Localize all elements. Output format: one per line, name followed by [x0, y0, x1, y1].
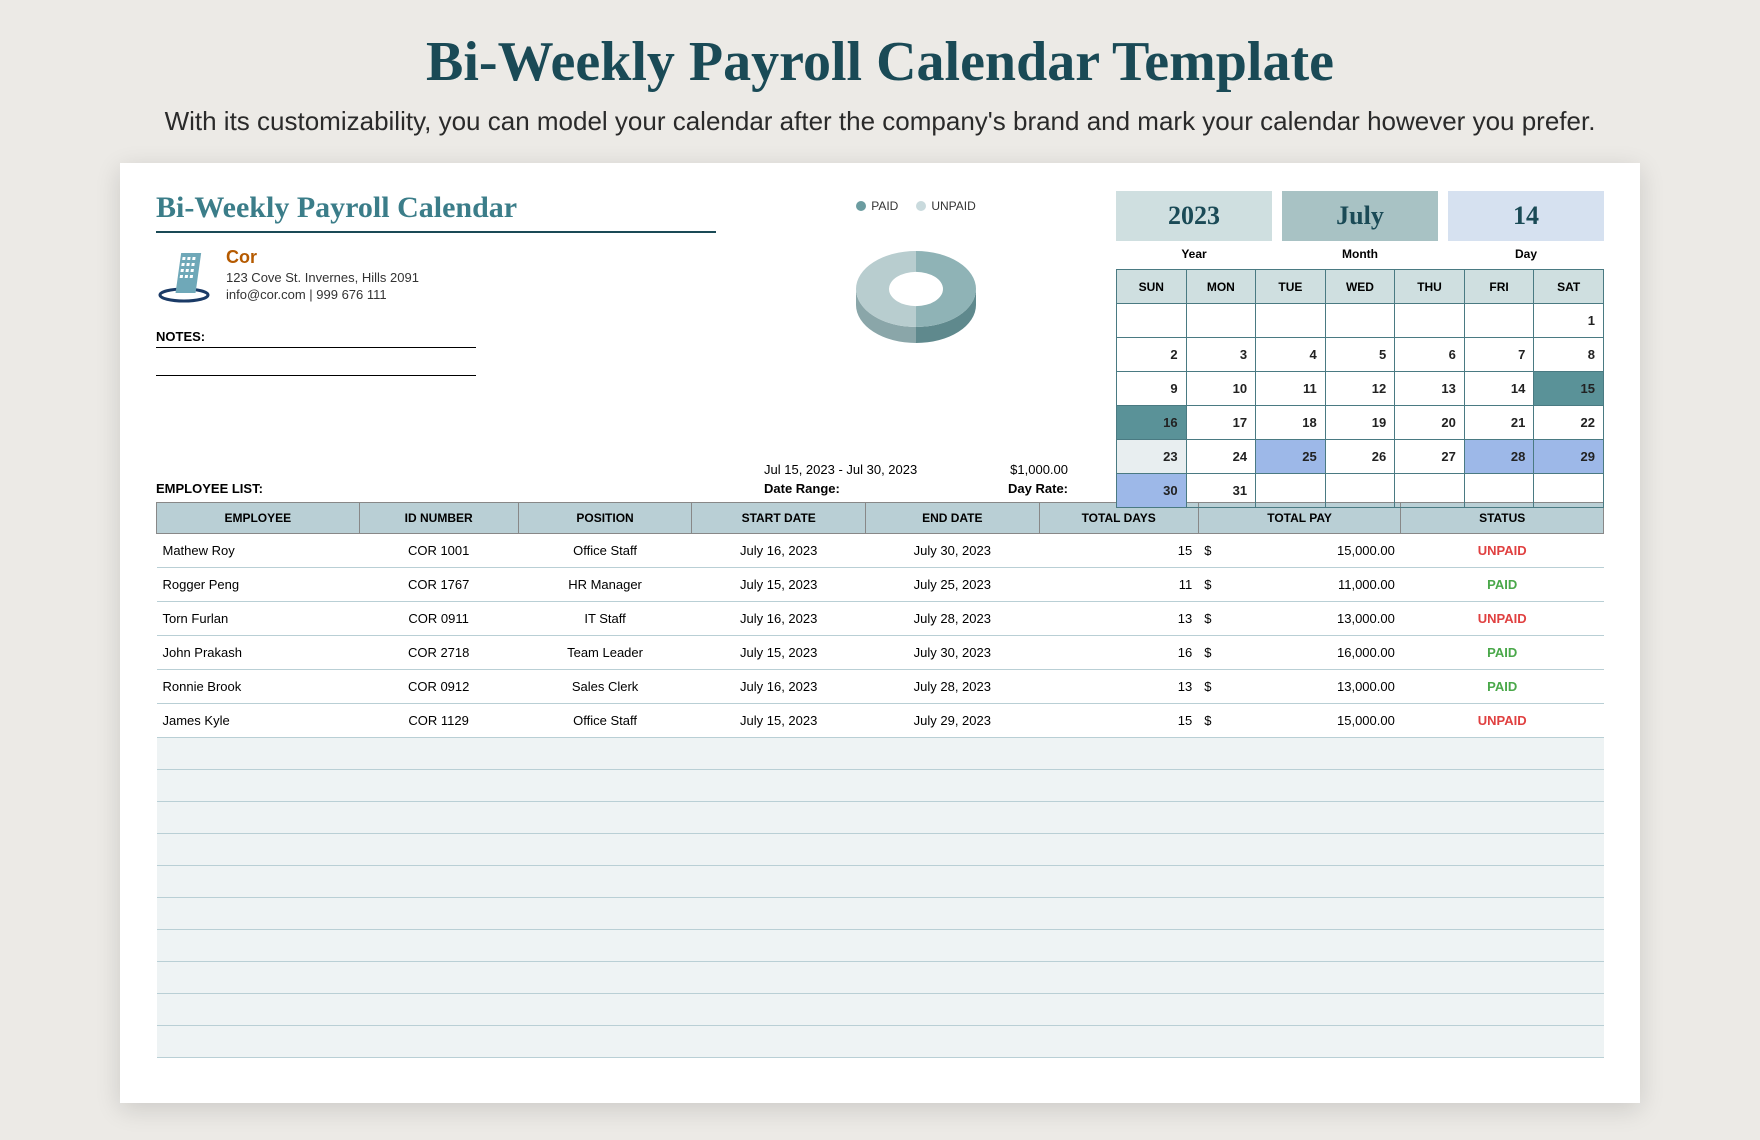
- cal-cell[interactable]: 7: [1464, 338, 1534, 372]
- cal-header: SUN: [1117, 270, 1187, 304]
- cal-header: THU: [1395, 270, 1465, 304]
- company-block: Cor 123 Cove St. Invernes, Hills 2091 in…: [156, 247, 716, 303]
- cal-header: SAT: [1534, 270, 1604, 304]
- cal-cell[interactable]: 9: [1117, 372, 1187, 406]
- cal-cell[interactable]: 4: [1256, 338, 1326, 372]
- company-logo-icon: [156, 247, 212, 303]
- cal-cell[interactable]: 22: [1534, 406, 1604, 440]
- cal-cell[interactable]: 21: [1464, 406, 1534, 440]
- table-row[interactable]: [157, 1026, 1604, 1058]
- day-pill[interactable]: 14: [1448, 191, 1604, 241]
- cal-cell[interactable]: 14: [1464, 372, 1534, 406]
- year-pill[interactable]: 2023: [1116, 191, 1272, 241]
- cal-cell[interactable]: [1395, 304, 1465, 338]
- cal-header: WED: [1325, 270, 1395, 304]
- cal-cell[interactable]: 15: [1534, 372, 1604, 406]
- notes-line[interactable]: [156, 354, 476, 376]
- cal-cell[interactable]: 2: [1117, 338, 1187, 372]
- cal-cell[interactable]: 26: [1325, 440, 1395, 474]
- table-row[interactable]: Torn FurlanCOR 0911IT StaffJuly 16, 2023…: [157, 602, 1604, 636]
- cal-cell[interactable]: 24: [1186, 440, 1256, 474]
- cal-cell[interactable]: 3: [1186, 338, 1256, 372]
- table-row[interactable]: Rogger PengCOR 1767HR ManagerJuly 15, 20…: [157, 568, 1604, 602]
- legend-item: PAID: [856, 199, 898, 213]
- company-name: Cor: [226, 247, 419, 268]
- cal-cell[interactable]: 10: [1186, 372, 1256, 406]
- cal-cell[interactable]: 17: [1186, 406, 1256, 440]
- table-row[interactable]: [157, 770, 1604, 802]
- table-row[interactable]: [157, 962, 1604, 994]
- cal-cell[interactable]: [1256, 304, 1326, 338]
- cal-cell[interactable]: 12: [1325, 372, 1395, 406]
- cal-cell[interactable]: 1: [1534, 304, 1604, 338]
- notes-label: NOTES:: [156, 329, 476, 348]
- cal-cell[interactable]: 30: [1117, 474, 1187, 508]
- cal-cell[interactable]: [1464, 474, 1534, 508]
- employee-list-label: EMPLOYEE LIST:: [156, 481, 716, 496]
- table-row[interactable]: [157, 866, 1604, 898]
- date-range-label: Date Range:: [764, 481, 840, 496]
- document-title: Bi-Weekly Payroll Calendar: [156, 191, 716, 233]
- hero-subtitle: With its customizability, you can model …: [0, 106, 1760, 163]
- table-row[interactable]: [157, 834, 1604, 866]
- table-row[interactable]: [157, 802, 1604, 834]
- cal-cell[interactable]: 8: [1534, 338, 1604, 372]
- table-row[interactable]: John PrakashCOR 2718Team LeaderJuly 15, …: [157, 636, 1604, 670]
- day-rate-label: Day Rate:: [1008, 481, 1068, 496]
- employee-table[interactable]: EMPLOYEEID NUMBERPOSITIONSTART DATEEND D…: [156, 502, 1604, 1058]
- company-contact: info@cor.com | 999 676 111: [226, 287, 419, 302]
- legend-item: UNPAID: [916, 199, 975, 213]
- cal-cell[interactable]: [1464, 304, 1534, 338]
- cal-cell[interactable]: 6: [1395, 338, 1465, 372]
- hero-title: Bi-Weekly Payroll Calendar Template: [0, 0, 1760, 106]
- cal-header: FRI: [1464, 270, 1534, 304]
- cal-cell[interactable]: 31: [1186, 474, 1256, 508]
- cal-cell[interactable]: 28: [1464, 440, 1534, 474]
- cal-cell[interactable]: 13: [1395, 372, 1465, 406]
- company-address: 123 Cove St. Invernes, Hills 2091: [226, 270, 419, 285]
- table-row[interactable]: Mathew RoyCOR 1001Office StaffJuly 16, 2…: [157, 534, 1604, 568]
- table-row[interactable]: [157, 994, 1604, 1026]
- cal-cell[interactable]: 18: [1256, 406, 1326, 440]
- cal-cell[interactable]: 16: [1117, 406, 1187, 440]
- cal-cell[interactable]: 20: [1395, 406, 1465, 440]
- month-pill[interactable]: July: [1282, 191, 1438, 241]
- year-label: Year: [1116, 247, 1272, 261]
- date-range-value: Jul 15, 2023 - Jul 30, 2023: [764, 462, 917, 477]
- cal-cell[interactable]: 27: [1395, 440, 1465, 474]
- cal-cell[interactable]: [1395, 474, 1465, 508]
- cal-cell[interactable]: [1325, 304, 1395, 338]
- cal-cell[interactable]: [1117, 304, 1187, 338]
- cal-cell[interactable]: [1325, 474, 1395, 508]
- date-pills: 2023 July 14: [1116, 191, 1604, 241]
- mini-calendar[interactable]: SUNMONTUEWEDTHUFRISAT 123456789101112131…: [1116, 269, 1604, 508]
- cal-cell[interactable]: 25: [1256, 440, 1326, 474]
- cal-header: TUE: [1256, 270, 1326, 304]
- cal-cell[interactable]: 19: [1325, 406, 1395, 440]
- cal-cell[interactable]: 11: [1256, 372, 1326, 406]
- day-rate-value: $1,000.00: [1010, 462, 1068, 477]
- cal-cell[interactable]: [1186, 304, 1256, 338]
- table-row[interactable]: [157, 738, 1604, 770]
- cal-cell[interactable]: 5: [1325, 338, 1395, 372]
- cal-cell[interactable]: 23: [1117, 440, 1187, 474]
- spreadsheet-preview: Bi-Weekly Payroll Calendar Cor 123 Cove …: [120, 163, 1640, 1103]
- cal-cell[interactable]: [1534, 474, 1604, 508]
- table-row[interactable]: [157, 898, 1604, 930]
- cal-cell[interactable]: 29: [1534, 440, 1604, 474]
- table-row[interactable]: Ronnie BrookCOR 0912Sales ClerkJuly 16, …: [157, 670, 1604, 704]
- month-label: Month: [1282, 247, 1438, 261]
- table-row[interactable]: James KyleCOR 1129Office StaffJuly 15, 2…: [157, 704, 1604, 738]
- day-label: Day: [1448, 247, 1604, 261]
- cal-header: MON: [1186, 270, 1256, 304]
- table-row[interactable]: [157, 930, 1604, 962]
- donut-chart: PAID UNPAID: [756, 199, 1076, 374]
- cal-cell[interactable]: [1256, 474, 1326, 508]
